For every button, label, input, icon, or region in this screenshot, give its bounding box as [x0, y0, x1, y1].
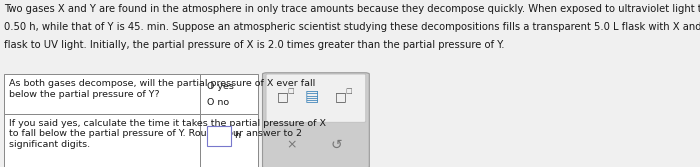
Text: □: □ [345, 89, 351, 95]
Text: h: h [234, 131, 240, 140]
Text: If you said yes, calculate the time it takes the partial pressure of X
to fall b: If you said yes, calculate the time it t… [9, 119, 326, 149]
Text: ↺: ↺ [330, 137, 342, 151]
Text: □: □ [335, 90, 346, 103]
Text: ▤: ▤ [304, 89, 318, 104]
Bar [200, 74, 258, 114]
FancyBboxPatch shape [266, 74, 365, 122]
Text: O no: O no [207, 98, 229, 107]
Bar [207, 126, 232, 145]
Text: flask to UV light. Initially, the partial pressure of X is 2.0 times greater tha: flask to UV light. Initially, the partia… [4, 40, 505, 50]
Text: □: □ [287, 89, 294, 95]
FancyBboxPatch shape [262, 73, 370, 167]
Bar [200, 114, 258, 167]
Text: □: □ [276, 90, 288, 103]
Text: 0.50 h, while that of Y is 45. min. Suppose an atmospheric scientist studying th: 0.50 h, while that of Y is 45. min. Supp… [4, 22, 700, 32]
Text: O yes: O yes [207, 82, 234, 91]
Text: ×: × [286, 138, 297, 151]
Bar [4, 74, 200, 114]
Bar [4, 114, 200, 167]
Text: Two gases X and Y are found in the atmosphere in only trace amounts because they: Two gases X and Y are found in the atmos… [4, 4, 700, 14]
Text: As both gases decompose, will the partial pressure of X ever fall
below the part: As both gases decompose, will the partia… [9, 79, 315, 99]
